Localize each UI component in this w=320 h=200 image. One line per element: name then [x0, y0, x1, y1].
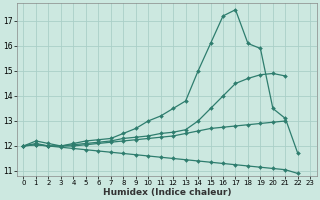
X-axis label: Humidex (Indice chaleur): Humidex (Indice chaleur) — [103, 188, 231, 197]
